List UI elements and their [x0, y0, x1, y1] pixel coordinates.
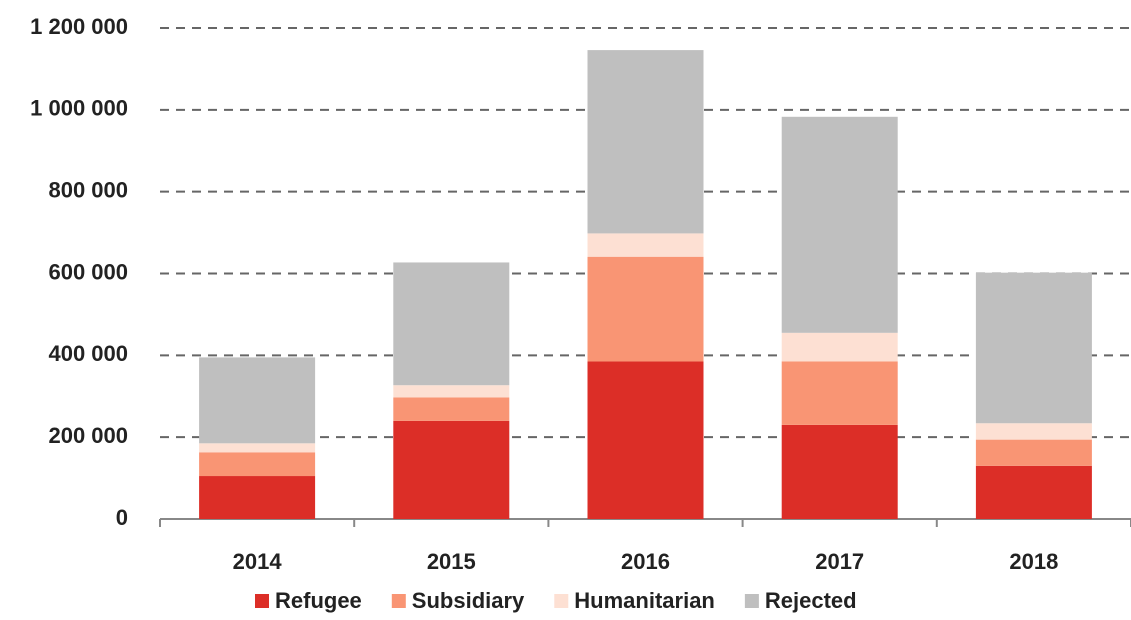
bar-segment	[781, 332, 898, 362]
bar-segment	[781, 424, 898, 519]
y-tick-label: 800 000	[48, 177, 128, 202]
bar-segment	[393, 420, 510, 519]
y-tick-label: 600 000	[48, 259, 128, 284]
legend-swatch	[391, 594, 406, 608]
legend-label: Rejected	[765, 588, 857, 613]
bar-segment	[587, 50, 704, 234]
bar-segment	[587, 233, 704, 257]
bar-segment	[393, 397, 510, 421]
y-tick-label: 200 000	[48, 423, 128, 448]
bar-segment	[587, 361, 704, 519]
bar-segment	[975, 423, 1092, 440]
legend-swatch	[744, 594, 759, 608]
x-tick-label: 2016	[621, 549, 670, 574]
legend-swatch	[255, 594, 269, 608]
y-tick-label: 1 200 000	[30, 14, 128, 39]
bar-segment	[587, 256, 704, 362]
bar-segment	[975, 272, 1092, 424]
bar-segment	[975, 465, 1092, 519]
y-tick-label: 1 000 000	[30, 96, 128, 121]
legend-swatch	[554, 594, 569, 608]
x-tick-label: 2017	[815, 549, 864, 574]
x-tick-label: 2015	[427, 549, 476, 574]
y-tick-label: 0	[116, 505, 128, 530]
bar-segment	[781, 116, 898, 333]
bar-segment	[393, 262, 510, 386]
y-tick-label: 400 000	[48, 341, 128, 366]
x-tick-label: 2018	[1009, 549, 1058, 574]
legend-label: Subsidiary	[412, 588, 525, 613]
x-tick-label: 2014	[233, 549, 283, 574]
legend-label: Refugee	[275, 588, 362, 613]
bar-segment	[975, 439, 1092, 466]
bar-segment	[199, 357, 316, 444]
legend-label: Humanitarian	[574, 588, 715, 613]
bar-segment	[781, 361, 898, 425]
bar-segment	[199, 452, 316, 477]
bar-segment	[393, 385, 510, 398]
bar-segment	[199, 443, 316, 453]
bar-segment	[199, 476, 316, 519]
